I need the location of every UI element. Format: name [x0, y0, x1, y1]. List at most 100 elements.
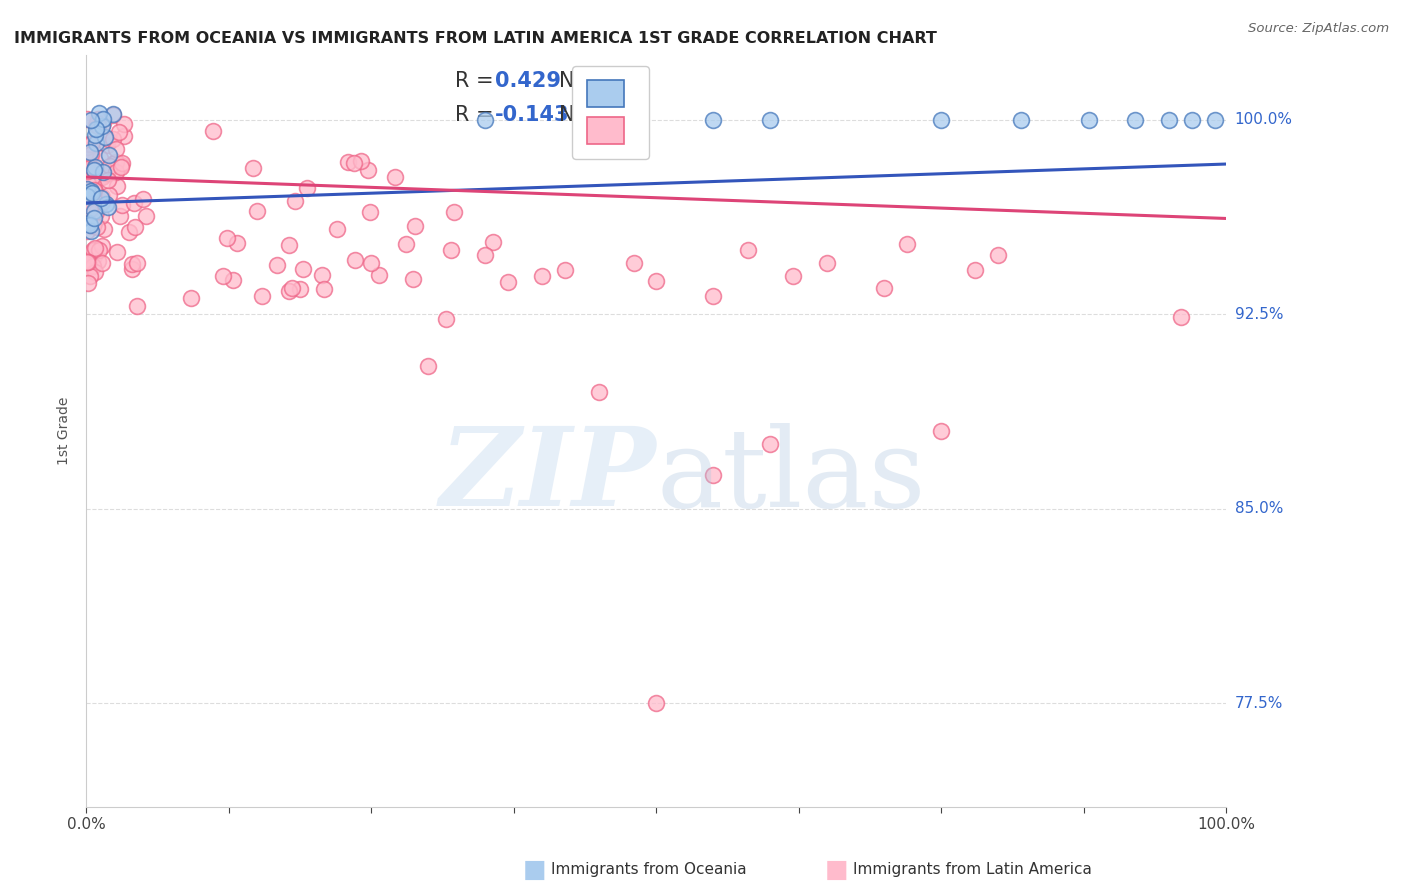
- Point: [1181, 112, 1204, 127]
- Point: [295, 181, 318, 195]
- Legend: , : ,: [572, 65, 650, 159]
- Point: [1010, 112, 1032, 127]
- Point: [84, 244, 107, 258]
- Point: [121, 257, 143, 271]
- Point: [440, 243, 463, 257]
- Point: [702, 112, 724, 127]
- Point: [125, 299, 148, 313]
- Text: ZIP: ZIP: [440, 423, 657, 530]
- Point: [79, 268, 101, 283]
- Point: [87, 106, 110, 120]
- Point: [83, 183, 105, 197]
- Point: [112, 129, 135, 144]
- Text: 100.0%: 100.0%: [1234, 112, 1292, 128]
- Point: [702, 289, 724, 303]
- Point: [1159, 112, 1181, 127]
- Point: [91, 168, 114, 182]
- Point: [79, 219, 101, 233]
- Point: [91, 165, 114, 179]
- Text: -0.143: -0.143: [495, 105, 569, 125]
- Point: [80, 146, 103, 161]
- Point: [79, 253, 101, 268]
- Point: [79, 153, 101, 167]
- Point: [82, 219, 104, 233]
- Point: [278, 284, 301, 298]
- Point: [623, 255, 645, 269]
- Point: [80, 160, 103, 174]
- Point: [225, 235, 247, 250]
- Point: [929, 112, 952, 127]
- Point: [737, 243, 759, 257]
- Point: [103, 156, 125, 170]
- Point: [89, 151, 111, 165]
- Point: [76, 214, 98, 228]
- Point: [82, 186, 104, 200]
- Point: [111, 156, 134, 170]
- Point: [474, 112, 496, 127]
- Point: [782, 268, 804, 283]
- Point: [90, 239, 112, 253]
- Point: [80, 136, 103, 151]
- Point: [405, 219, 427, 233]
- Point: [326, 222, 349, 236]
- Point: [104, 142, 127, 156]
- Point: [87, 120, 110, 134]
- Point: [443, 205, 465, 219]
- Text: Immigrants from Oceania: Immigrants from Oceania: [551, 863, 747, 877]
- Point: [82, 244, 104, 258]
- Point: [311, 268, 333, 282]
- Point: [77, 254, 100, 268]
- Point: [79, 184, 101, 198]
- Point: [314, 282, 336, 296]
- Point: [759, 112, 782, 127]
- Point: [645, 696, 668, 710]
- Point: [79, 207, 101, 221]
- Point: [343, 155, 366, 169]
- Text: R =: R =: [454, 71, 501, 92]
- Point: [91, 161, 114, 176]
- Text: ■: ■: [523, 858, 546, 881]
- Text: N =: N =: [560, 71, 606, 92]
- Point: [702, 468, 724, 483]
- Point: [91, 256, 114, 270]
- Point: [212, 268, 235, 283]
- Text: 85.0%: 85.0%: [1234, 501, 1282, 516]
- Point: [482, 235, 505, 249]
- Point: [91, 195, 114, 210]
- Point: [815, 255, 838, 269]
- Point: [124, 220, 146, 235]
- Point: [246, 203, 269, 218]
- Text: R =: R =: [454, 105, 501, 125]
- Point: [359, 205, 381, 219]
- Point: [76, 224, 98, 238]
- Point: [82, 259, 104, 273]
- Point: [344, 252, 367, 267]
- Point: [76, 140, 98, 154]
- Point: [84, 136, 107, 151]
- Point: [98, 188, 121, 202]
- Point: [101, 131, 124, 145]
- Point: [83, 211, 105, 225]
- Point: [86, 116, 108, 130]
- Point: [105, 178, 128, 193]
- Y-axis label: 1st Grade: 1st Grade: [58, 397, 72, 466]
- Point: [1123, 112, 1146, 127]
- Point: [280, 281, 302, 295]
- Point: [86, 219, 108, 234]
- Point: [84, 122, 107, 136]
- Point: [91, 168, 114, 182]
- Point: [117, 225, 139, 239]
- Point: [111, 198, 134, 212]
- Point: [86, 205, 108, 219]
- Point: [217, 231, 239, 245]
- Point: [201, 124, 224, 138]
- Point: [76, 174, 98, 188]
- Point: [97, 200, 120, 214]
- Point: [101, 107, 124, 121]
- Point: [1170, 310, 1192, 324]
- Point: [222, 273, 245, 287]
- Point: [91, 115, 114, 129]
- Point: [1078, 112, 1101, 127]
- Point: [645, 274, 668, 288]
- Point: [127, 256, 149, 270]
